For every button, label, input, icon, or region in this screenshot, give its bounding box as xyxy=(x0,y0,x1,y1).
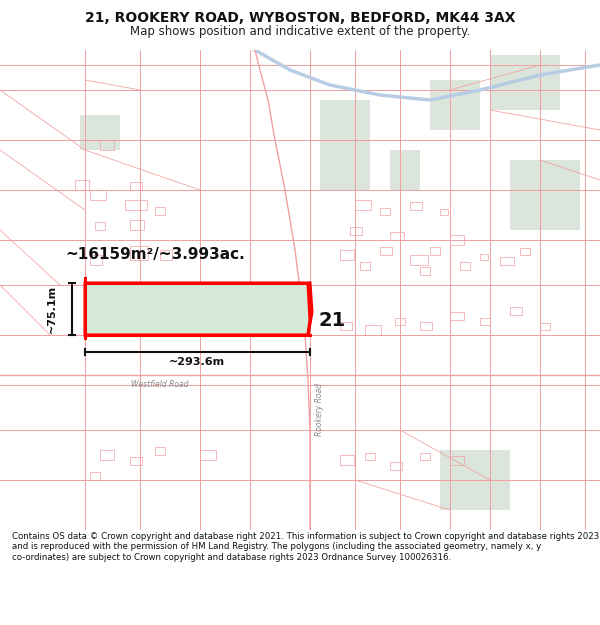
Bar xyxy=(450,456,464,465)
Bar xyxy=(130,220,144,230)
Text: Rookery Road: Rookery Road xyxy=(315,384,324,436)
Bar xyxy=(160,250,172,260)
Bar xyxy=(130,182,142,190)
Text: ~75.1m: ~75.1m xyxy=(47,285,57,333)
Bar xyxy=(410,255,428,265)
Bar xyxy=(75,180,89,190)
Polygon shape xyxy=(440,450,510,510)
Text: Map shows position and indicative extent of the property.: Map shows position and indicative extent… xyxy=(130,24,470,38)
Bar xyxy=(340,250,354,260)
Bar xyxy=(100,140,114,150)
Bar xyxy=(155,447,165,455)
Polygon shape xyxy=(320,100,370,190)
Bar xyxy=(130,457,142,465)
Text: Westfield Road: Westfield Road xyxy=(131,380,189,389)
Bar xyxy=(155,207,165,215)
Bar xyxy=(340,322,352,330)
Bar xyxy=(200,450,216,460)
Bar xyxy=(450,235,464,245)
Text: Contains OS data © Crown copyright and database right 2021. This information is : Contains OS data © Crown copyright and d… xyxy=(12,532,599,562)
Bar xyxy=(420,453,430,460)
Bar xyxy=(130,246,148,260)
Bar xyxy=(380,247,392,255)
Bar xyxy=(390,462,402,470)
Polygon shape xyxy=(80,115,120,150)
Polygon shape xyxy=(390,150,420,190)
Polygon shape xyxy=(85,283,310,335)
Bar xyxy=(90,472,100,480)
Bar xyxy=(350,227,362,235)
Bar xyxy=(100,450,114,460)
Bar xyxy=(365,325,381,335)
Bar xyxy=(410,202,422,210)
Bar xyxy=(125,200,147,210)
Bar xyxy=(520,248,530,255)
Bar xyxy=(480,254,488,260)
Bar xyxy=(500,257,514,265)
Bar xyxy=(460,262,470,270)
Bar xyxy=(355,200,371,210)
Text: ~293.6m: ~293.6m xyxy=(169,357,225,367)
Bar xyxy=(420,267,430,275)
Bar xyxy=(480,318,490,325)
Bar xyxy=(360,262,370,270)
Bar xyxy=(390,232,404,240)
Bar xyxy=(540,323,550,330)
Text: 21: 21 xyxy=(318,311,345,329)
Bar xyxy=(395,318,405,325)
Bar xyxy=(365,453,375,460)
Bar xyxy=(450,312,464,320)
Bar xyxy=(430,247,440,255)
Polygon shape xyxy=(510,160,580,230)
Bar xyxy=(420,322,432,330)
Bar xyxy=(440,209,448,215)
Bar xyxy=(90,190,106,200)
Bar xyxy=(510,307,522,315)
Bar xyxy=(340,455,354,465)
Bar xyxy=(380,208,390,215)
Bar xyxy=(90,255,102,265)
Polygon shape xyxy=(430,80,480,130)
Bar xyxy=(95,222,105,230)
Text: ~16159m²/~3.993ac.: ~16159m²/~3.993ac. xyxy=(65,248,245,262)
Polygon shape xyxy=(490,55,560,110)
Text: 21, ROOKERY ROAD, WYBOSTON, BEDFORD, MK44 3AX: 21, ROOKERY ROAD, WYBOSTON, BEDFORD, MK4… xyxy=(85,11,515,25)
